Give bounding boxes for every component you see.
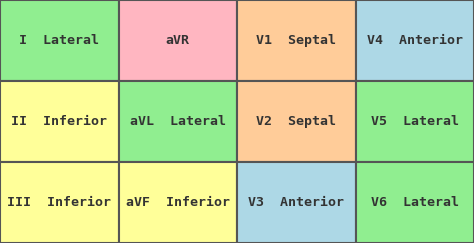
Bar (118, 81, 237, 162)
Text: V6  Lateral: V6 Lateral (371, 196, 459, 209)
Bar (356, 0, 474, 81)
Bar (0, 162, 118, 243)
Bar (118, 162, 237, 243)
Bar (0, 81, 118, 162)
Text: V3  Anterior: V3 Anterior (248, 196, 344, 209)
Bar (0, 0, 118, 81)
Text: V2  Septal: V2 Septal (256, 115, 336, 128)
Bar (237, 81, 356, 162)
Text: aVL  Lateral: aVL Lateral (130, 115, 226, 128)
Text: I  Lateral: I Lateral (19, 34, 99, 47)
Text: III  Inferior: III Inferior (7, 196, 111, 209)
Bar (237, 0, 356, 81)
Text: II  Inferior: II Inferior (11, 115, 107, 128)
Text: V5  Lateral: V5 Lateral (371, 115, 459, 128)
Bar (118, 0, 237, 81)
Bar (237, 162, 356, 243)
Text: aVR: aVR (166, 34, 190, 47)
Text: V1  Septal: V1 Septal (256, 34, 336, 47)
Bar (356, 162, 474, 243)
Bar (356, 81, 474, 162)
Text: V4  Anterior: V4 Anterior (367, 34, 463, 47)
Text: aVF  Inferior: aVF Inferior (126, 196, 230, 209)
